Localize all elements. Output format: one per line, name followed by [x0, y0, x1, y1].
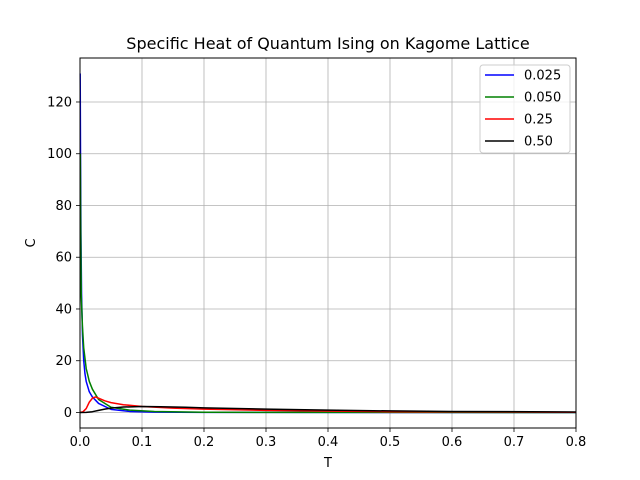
legend-box	[479, 64, 571, 154]
legend-label: 0.25	[524, 113, 553, 128]
legend-label: 0.050	[524, 91, 561, 106]
x-tick-label: 0.5	[380, 435, 401, 450]
legend-label: 0.025	[524, 69, 561, 84]
series-lines	[79, 73, 577, 414]
y-tick-label: 60	[55, 251, 72, 266]
x-axis-label: T	[323, 456, 332, 471]
series-line-2	[79, 396, 577, 414]
x-tick-label: 0.2	[194, 435, 215, 450]
legend: 0.025 0.050 0.25 0.50	[479, 64, 571, 154]
y-tick-label: 20	[55, 354, 72, 369]
series-line-3	[79, 405, 577, 414]
x-tick-label: 0.7	[504, 435, 525, 450]
legend-label: 0.50	[524, 135, 553, 150]
chart-title: Specific Heat of Quantum Ising on Kagome…	[126, 34, 529, 53]
x-tick-label: 0.1	[132, 435, 153, 450]
x-tick-label: 0.8	[566, 435, 587, 450]
series-line-1	[79, 153, 577, 414]
y-axis-label: C	[24, 238, 39, 247]
x-tick-label: 0.0	[70, 435, 91, 450]
x-axis-ticks: 0.0 0.1 0.2 0.3 0.4 0.5 0.6 0.7 0.8	[70, 428, 587, 450]
y-axis-ticks: 0 20 40 60 80 100 120	[47, 95, 80, 421]
x-tick-label: 0.3	[256, 435, 277, 450]
y-tick-label: 120	[47, 95, 72, 110]
x-tick-label: 0.4	[318, 435, 339, 450]
y-tick-label: 80	[55, 199, 72, 214]
y-tick-label: 0	[64, 406, 72, 421]
y-tick-label: 100	[47, 147, 72, 162]
x-tick-label: 0.6	[442, 435, 463, 450]
y-tick-label: 40	[55, 302, 72, 317]
